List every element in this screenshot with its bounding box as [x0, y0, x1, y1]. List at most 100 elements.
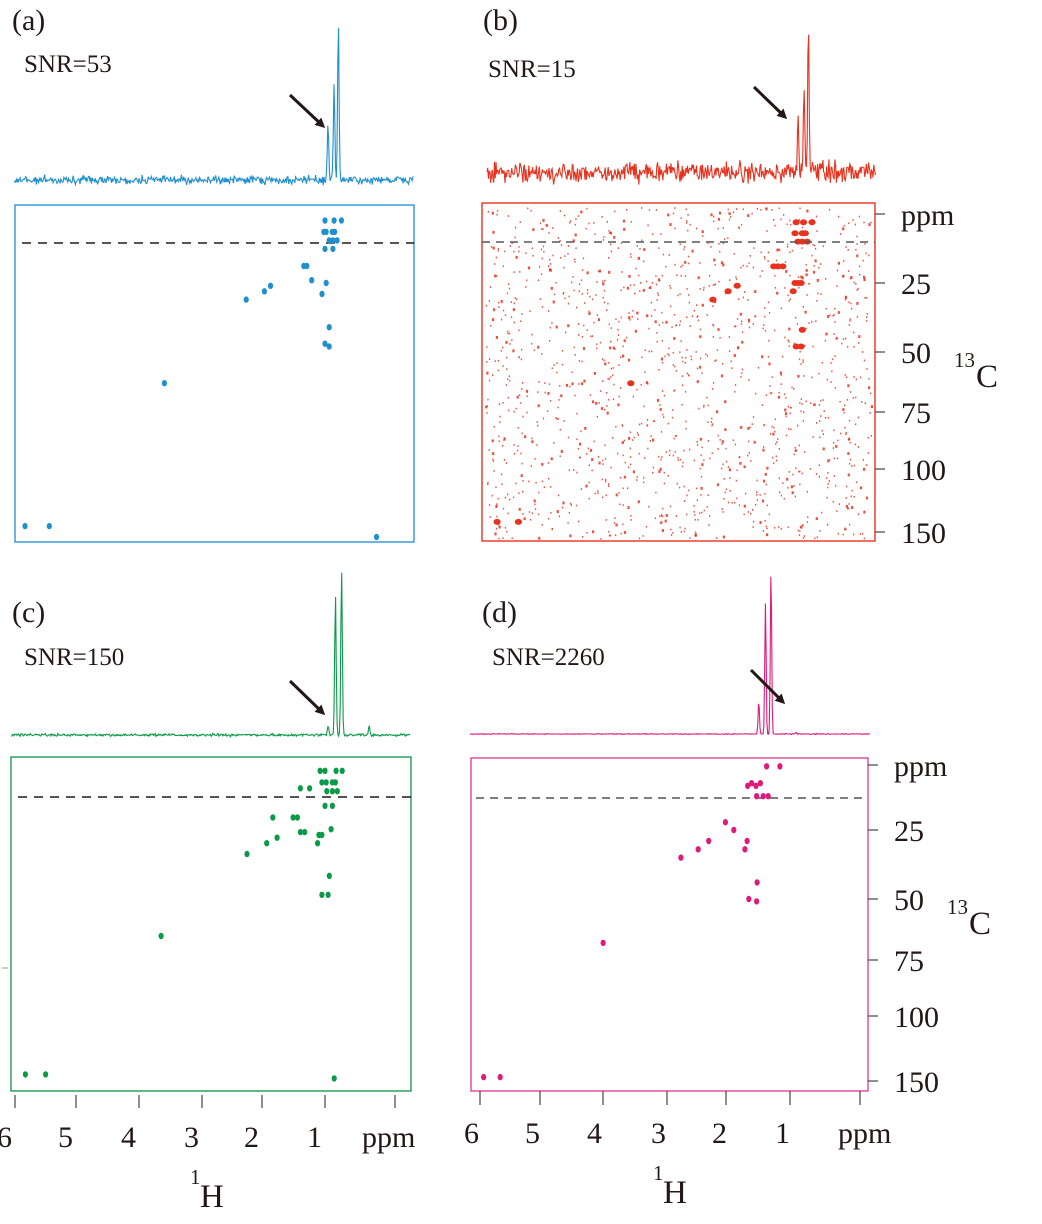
- noise-point: [847, 452, 850, 455]
- noise-point: [541, 306, 544, 308]
- noise-point: [641, 239, 643, 242]
- noise-point: [780, 374, 782, 377]
- noise-point: [727, 501, 730, 504]
- noise-point: [610, 327, 612, 329]
- noise-point: [782, 355, 784, 358]
- noise-point: [835, 336, 838, 340]
- noise-point: [598, 461, 601, 465]
- noise-point: [776, 248, 779, 252]
- noise-point: [800, 363, 802, 366]
- noise-point: [674, 263, 676, 266]
- noise-point: [674, 365, 676, 368]
- noise-point: [722, 263, 725, 267]
- noise-point: [601, 358, 604, 361]
- trace-line-c: [10, 572, 411, 739]
- noise-point: [549, 263, 552, 265]
- noise-point: [732, 439, 734, 442]
- noise-point: [807, 516, 809, 519]
- noise-point: [559, 384, 561, 387]
- noise-point: [494, 532, 497, 536]
- cross-peak: [779, 263, 787, 270]
- noise-point: [757, 366, 760, 369]
- noise-point: [594, 233, 596, 236]
- noise-point: [548, 268, 552, 272]
- noise-point: [495, 527, 498, 530]
- noise-point: [579, 456, 581, 459]
- trace-line-b: [486, 34, 877, 185]
- noise-point: [808, 322, 810, 324]
- noise-point: [850, 302, 852, 305]
- noise-point: [675, 435, 677, 437]
- noise-point: [741, 331, 744, 334]
- noise-point: [521, 462, 523, 465]
- noise-point: [843, 404, 846, 407]
- noise-point: [486, 405, 488, 408]
- cross-peak: [307, 785, 313, 792]
- noise-point: [794, 449, 797, 453]
- noise-point: [843, 224, 845, 227]
- arrow-icon-b: [752, 85, 788, 120]
- noise-point: [623, 227, 626, 231]
- noise-point: [720, 374, 724, 378]
- noise-point: [493, 470, 495, 472]
- noise-point: [750, 512, 752, 515]
- noise-point: [536, 444, 538, 446]
- noise-point: [787, 294, 789, 297]
- y-tick-label: 75: [894, 945, 924, 978]
- noise-point: [697, 315, 699, 317]
- y-tick-label: ppm: [894, 750, 947, 783]
- noise-point: [684, 390, 687, 393]
- noise-point: [489, 286, 492, 288]
- noise-point: [507, 493, 509, 496]
- cross-peak: [334, 788, 340, 795]
- noise-point: [697, 319, 700, 322]
- noise-point: [615, 534, 617, 536]
- noise-point: [760, 251, 762, 254]
- noise-point: [791, 491, 794, 495]
- noise-point: [714, 360, 716, 363]
- noise-point: [712, 382, 715, 384]
- cross-peak: [338, 217, 344, 224]
- noise-point: [827, 459, 830, 463]
- noise-point: [518, 356, 520, 358]
- noise-point: [560, 450, 563, 453]
- noise-point: [820, 263, 822, 265]
- noise-point: [822, 399, 824, 401]
- noise-point: [542, 245, 545, 248]
- noise-point: [625, 336, 628, 339]
- noise-point: [673, 313, 676, 316]
- noise-point: [820, 399, 822, 402]
- noise-point: [492, 460, 495, 462]
- noise-point: [753, 520, 755, 523]
- noise-point: [801, 276, 804, 280]
- y-axis-label: C: [969, 906, 991, 942]
- x-axis-label: H: [663, 1175, 687, 1211]
- noise-point: [853, 496, 855, 498]
- noise-point: [812, 345, 814, 348]
- noise-point: [721, 508, 723, 510]
- cross-peak: [319, 290, 325, 298]
- cross-peak: [745, 782, 751, 789]
- noise-point: [565, 331, 567, 334]
- noise-point: [685, 420, 687, 423]
- noise-point: [756, 491, 758, 493]
- noise-point: [636, 311, 639, 315]
- cross-peak: [326, 872, 332, 879]
- noise-point: [564, 255, 566, 257]
- noise-point: [511, 537, 513, 540]
- noise-point: [602, 296, 604, 299]
- noise-point: [764, 472, 767, 476]
- noise-point: [699, 512, 701, 514]
- noise-point: [779, 371, 782, 375]
- noise-point: [686, 220, 688, 222]
- noise-point: [578, 360, 581, 362]
- noise-point: [681, 465, 684, 468]
- noise-point: [711, 452, 713, 455]
- noise-point: [687, 255, 690, 258]
- noise-point: [777, 438, 779, 440]
- noise-point: [776, 459, 778, 462]
- noise-point: [655, 283, 658, 286]
- noise-point: [575, 218, 577, 220]
- noise-point: [854, 223, 856, 226]
- noise-point: [803, 451, 806, 453]
